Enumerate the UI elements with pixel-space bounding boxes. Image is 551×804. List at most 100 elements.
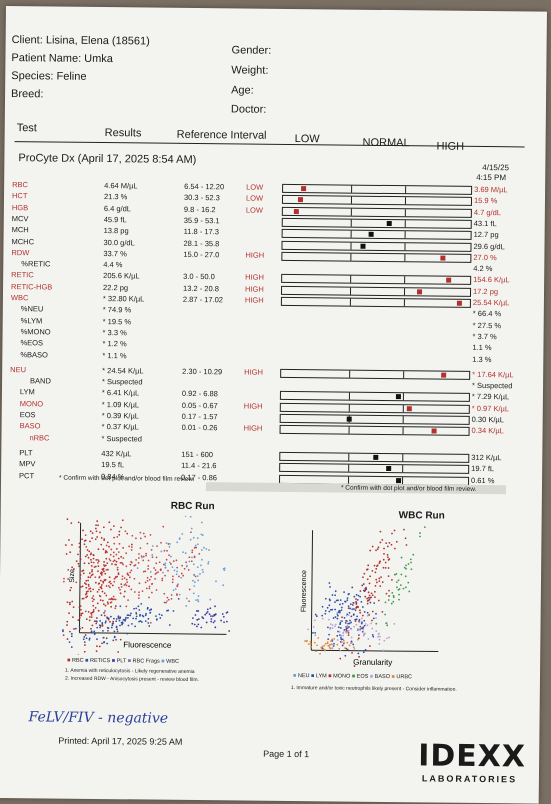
plot-dot: [148, 597, 150, 599]
test-name: PCT: [19, 471, 34, 480]
plot-dot: [379, 639, 381, 641]
plot-dot: [123, 596, 125, 598]
plot-dot: [338, 626, 340, 628]
plot-dot: [207, 563, 209, 565]
plot-dot: [119, 625, 121, 627]
plot-dot: [206, 622, 208, 624]
plot-dot: [343, 591, 345, 593]
plot-dot: [107, 541, 109, 543]
plot-dot: [386, 637, 388, 639]
plot-dot: [103, 548, 105, 550]
plot-dot: [116, 628, 118, 630]
previous-result: * 17.64 K/µL: [472, 370, 514, 379]
plot-dot: [122, 547, 124, 549]
gauge-divider: [351, 242, 352, 249]
plot-dot: [362, 606, 364, 608]
run-title: ProCyte Dx (April 17, 2025 8:54 AM): [18, 152, 196, 166]
plot-dot: [96, 520, 98, 522]
plot-dot: [342, 645, 344, 647]
plot-dot: [200, 564, 202, 566]
plot-dot: [379, 585, 381, 587]
previous-result: * 66.4 %: [473, 309, 501, 318]
plot-dot: [353, 596, 355, 598]
plot-dot: [198, 595, 200, 597]
plot-dot: [108, 546, 110, 548]
plot-dot: [331, 647, 333, 649]
plot-dot: [65, 544, 67, 546]
plot-dot: [215, 580, 217, 582]
plot-dot: [398, 579, 400, 581]
plot-dot: [307, 628, 309, 630]
test-result: * Suspected: [102, 377, 143, 386]
test-name: %EOS: [20, 338, 43, 347]
plot-dot: [166, 542, 168, 544]
plot-dot: [159, 617, 161, 619]
plot-dot: [84, 651, 86, 653]
plot-dot: [170, 556, 172, 558]
plot-dot: [153, 567, 155, 569]
plot-dot: [391, 603, 393, 605]
plot-dot: [145, 581, 147, 583]
plot-dot: [322, 606, 324, 608]
plot-dot: [75, 628, 77, 630]
plot-dot: [69, 602, 71, 604]
plot-dot: [388, 575, 390, 577]
test-name: NEU: [10, 365, 26, 374]
plot-dot: [362, 615, 364, 617]
test-name: MCH: [12, 225, 29, 234]
plot-dot: [176, 571, 178, 573]
plot-dot: [93, 599, 95, 601]
plot-dot: [112, 585, 114, 587]
plot-dot: [128, 585, 130, 587]
plot-dot: [93, 630, 95, 632]
gauge-marker: [298, 197, 303, 202]
flag-label: HIGH: [245, 250, 264, 259]
plot-dot: [387, 546, 389, 548]
col-results: Results: [105, 127, 142, 139]
test-result: * 19.5 %: [103, 317, 131, 326]
gauge-divider: [350, 287, 351, 294]
plot-dot: [171, 594, 173, 596]
plot-dot: [201, 549, 203, 551]
plot-dot: [361, 585, 363, 587]
plot-dot: [191, 560, 193, 562]
plot-dot: [383, 567, 385, 569]
plot-dot: [195, 576, 197, 578]
gauge-divider: [351, 186, 352, 193]
plot-dot: [106, 562, 108, 564]
test-name: BASO: [20, 421, 41, 430]
plot-dot: [356, 616, 358, 618]
gauge-divider: [351, 197, 352, 204]
plot-dot: [197, 599, 199, 601]
col-ref: Reference Interval: [177, 129, 267, 142]
plot-dot: [375, 549, 377, 551]
plot-dot: [176, 541, 178, 543]
plot-dot: [120, 556, 122, 558]
plot-dot: [73, 606, 75, 608]
plot-dot: [88, 562, 90, 564]
plot-dot: [314, 642, 316, 644]
plot-dot: [209, 613, 211, 615]
plot-dot: [367, 612, 369, 614]
gauge-divider: [349, 454, 350, 461]
plot-dot: [372, 636, 374, 638]
plot-dot: [146, 587, 148, 589]
plot-dot: [369, 550, 371, 552]
plot-dot: [375, 585, 377, 587]
previous-result: * 0.97 K/µL: [472, 404, 509, 413]
plot-dot: [71, 646, 73, 648]
plot-dot: [129, 576, 131, 578]
test-name: BAND: [30, 376, 51, 385]
plot-dot: [336, 635, 338, 637]
plot-dot: [197, 610, 199, 612]
result-gauge: [281, 297, 471, 308]
plot-dot: [356, 624, 358, 626]
plot-dot: [197, 580, 199, 582]
breed-line: Breed:: [11, 88, 44, 100]
plot-dot: [405, 537, 407, 539]
gauge-divider: [348, 476, 349, 483]
lab-report-page: Client: Lisina, Elena (18561) Patient Na…: [0, 6, 547, 804]
plot-dot: [202, 569, 204, 571]
plot-dot: [129, 615, 131, 617]
plot-dot: [380, 576, 382, 578]
